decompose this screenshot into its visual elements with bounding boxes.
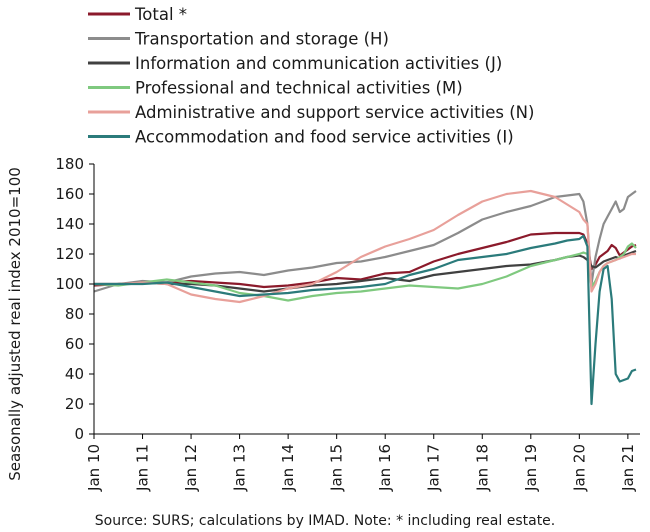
y-tick-label: 20 <box>65 395 84 413</box>
series-line-4 <box>94 189 636 304</box>
y-tick-label: 40 <box>65 365 84 383</box>
legend-label-4: Administrative and support service activ… <box>135 103 534 122</box>
legend-label-2: Information and communication activities… <box>135 54 502 73</box>
y-tick-label: 120 <box>55 245 84 263</box>
y-tick-label: 60 <box>65 335 84 353</box>
x-tick-label: Jan 16 <box>376 444 394 492</box>
legend-label-1: Transportation and storage (H) <box>134 30 389 49</box>
y-axis-title: Seasonally adjusted real index 2010=100 <box>6 167 24 481</box>
plot-area <box>93 189 637 406</box>
y-tick-label: 80 <box>65 305 84 323</box>
y-tick-label: 140 <box>55 215 84 233</box>
x-tick-label: Jan 19 <box>522 444 540 492</box>
x-tick-label: Jan 21 <box>619 444 637 492</box>
series-line-2 <box>94 249 637 293</box>
x-tick-label: Jan 11 <box>134 444 152 492</box>
x-tick-label: Jan 18 <box>473 444 491 492</box>
y-tick-label: 160 <box>55 185 84 203</box>
legend: Total * Transportation and storage (H) Inf… <box>88 5 534 147</box>
legend-label-3: Professional and technical activities (M… <box>135 79 463 98</box>
y-tick-label: 180 <box>55 155 84 173</box>
x-tick-label: Jan 14 <box>279 444 297 492</box>
x-tick-label: Jan 20 <box>570 444 588 492</box>
axes: 0 20 40 60 80 100 120 140 160 180 Jan 10 Jan 11 Jan … <box>55 155 640 492</box>
y-tick-label: 100 <box>55 275 84 293</box>
y-tick-label: 0 <box>74 425 84 443</box>
x-tick-label: Jan 13 <box>231 444 249 492</box>
legend-label-0: Total * <box>134 5 187 24</box>
series-line-3 <box>93 242 637 302</box>
legend-label-5: Accommodation and food service activitie… <box>135 128 514 147</box>
x-tick-label: Jan 10 <box>85 444 103 492</box>
series-line-1 <box>93 190 637 293</box>
x-tick-label: Jan 12 <box>182 444 200 492</box>
x-tick-label: Jan 17 <box>425 444 443 492</box>
series-line-5 <box>94 234 637 406</box>
series-line-0 <box>93 231 637 289</box>
source-note: Source: SURS; calculations by IMAD. Note… <box>95 513 556 529</box>
x-tick-label: Jan 15 <box>328 444 346 492</box>
